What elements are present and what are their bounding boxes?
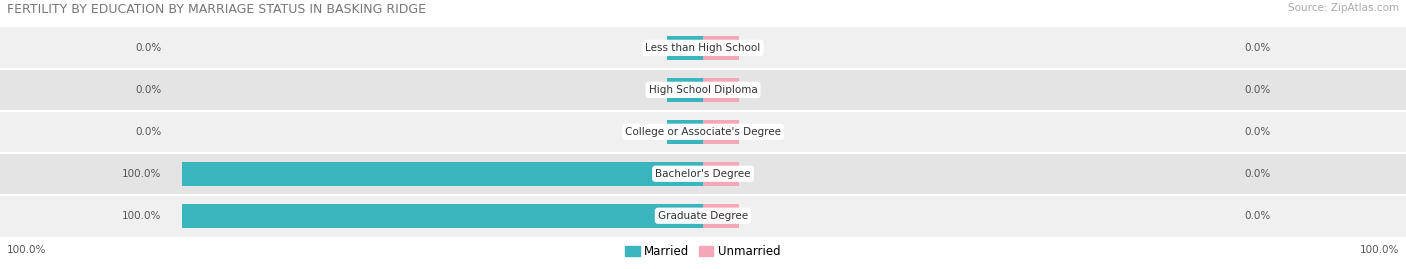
Bar bbox=[703, 36, 740, 60]
Text: FERTILITY BY EDUCATION BY MARRIAGE STATUS IN BASKING RIDGE: FERTILITY BY EDUCATION BY MARRIAGE STATU… bbox=[7, 3, 426, 16]
Text: College or Associate's Degree: College or Associate's Degree bbox=[626, 127, 780, 137]
Bar bbox=[0, 153, 1406, 195]
Bar bbox=[666, 78, 703, 102]
Text: 100.0%: 100.0% bbox=[122, 211, 162, 221]
Text: 0.0%: 0.0% bbox=[1244, 43, 1271, 53]
Text: Graduate Degree: Graduate Degree bbox=[658, 211, 748, 221]
Bar bbox=[0, 111, 1406, 153]
Bar bbox=[703, 120, 740, 144]
Text: 0.0%: 0.0% bbox=[135, 85, 162, 95]
Text: Less than High School: Less than High School bbox=[645, 43, 761, 53]
Text: 0.0%: 0.0% bbox=[1244, 169, 1271, 179]
Text: 0.0%: 0.0% bbox=[135, 127, 162, 137]
Text: High School Diploma: High School Diploma bbox=[648, 85, 758, 95]
Text: 100.0%: 100.0% bbox=[122, 169, 162, 179]
Legend: Married, Unmarried: Married, Unmarried bbox=[620, 240, 786, 263]
Bar bbox=[183, 162, 703, 186]
Text: 0.0%: 0.0% bbox=[1244, 211, 1271, 221]
Bar bbox=[703, 162, 740, 186]
Text: 0.0%: 0.0% bbox=[1244, 127, 1271, 137]
Text: Source: ZipAtlas.com: Source: ZipAtlas.com bbox=[1288, 3, 1399, 13]
Bar bbox=[0, 27, 1406, 69]
Text: 0.0%: 0.0% bbox=[1244, 85, 1271, 95]
Bar bbox=[183, 204, 703, 228]
Text: 100.0%: 100.0% bbox=[1360, 245, 1399, 255]
Bar bbox=[0, 69, 1406, 111]
Bar bbox=[666, 36, 703, 60]
Text: Bachelor's Degree: Bachelor's Degree bbox=[655, 169, 751, 179]
Bar bbox=[666, 120, 703, 144]
Bar bbox=[703, 204, 740, 228]
Text: 100.0%: 100.0% bbox=[7, 245, 46, 255]
Text: 0.0%: 0.0% bbox=[135, 43, 162, 53]
Bar bbox=[0, 195, 1406, 237]
Bar bbox=[703, 78, 740, 102]
